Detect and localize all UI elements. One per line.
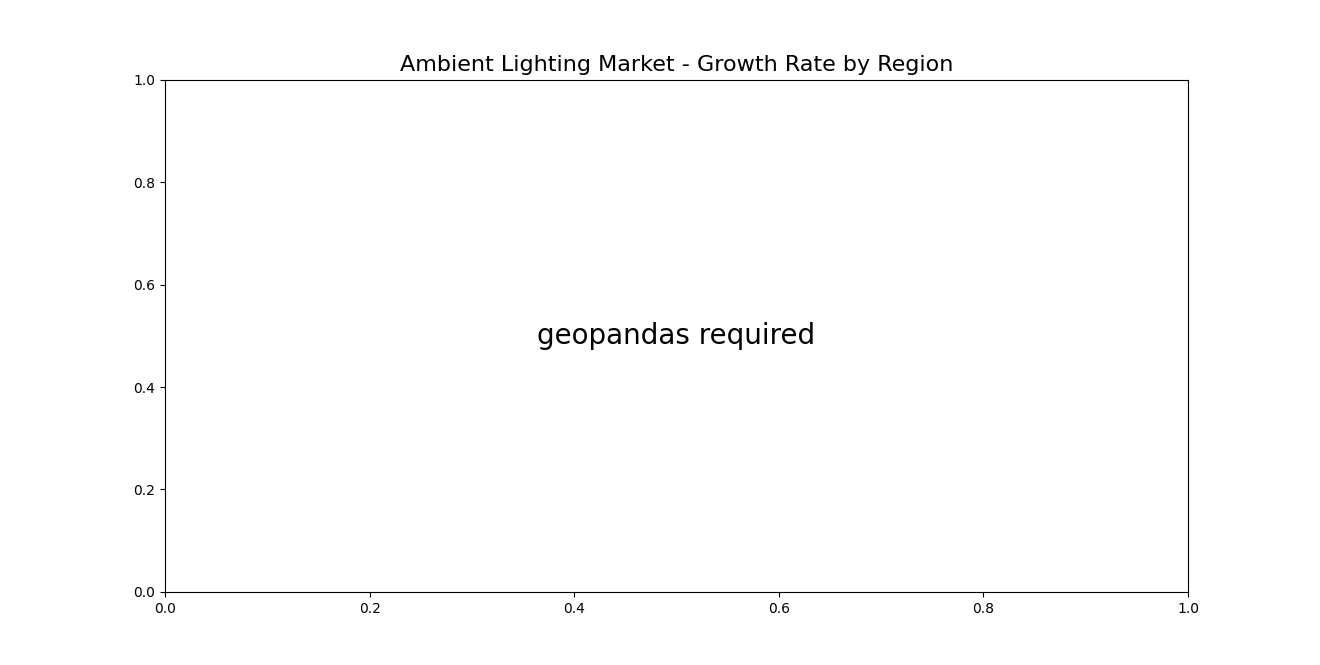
Text: geopandas required: geopandas required: [537, 322, 816, 350]
Title: Ambient Lighting Market - Growth Rate by Region: Ambient Lighting Market - Growth Rate by…: [400, 55, 953, 75]
